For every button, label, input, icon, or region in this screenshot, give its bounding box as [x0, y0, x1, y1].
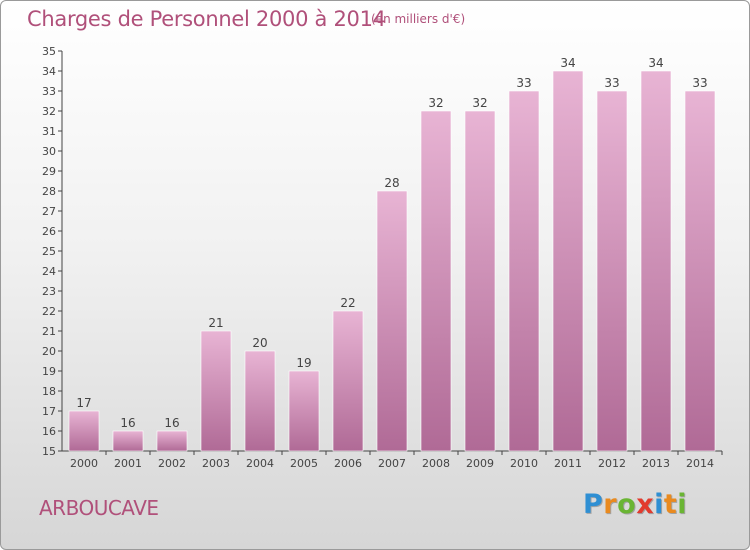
bar-2000	[68, 410, 100, 452]
x-tick-label: 2007	[378, 457, 406, 470]
data-label: 20	[252, 336, 267, 350]
chart-subtitle: (en milliers d'€)	[371, 12, 466, 26]
bar-2009	[464, 110, 496, 452]
logo-letter: o	[617, 489, 637, 520]
data-label: 32	[428, 96, 443, 110]
y-tick-label: 18	[42, 385, 56, 398]
y-tick-label: 29	[42, 165, 56, 178]
x-tick-label: 2003	[202, 457, 230, 470]
logo-letter: P	[583, 489, 604, 520]
logo-letter: r	[603, 489, 618, 520]
y-tick-label: 35	[42, 45, 56, 58]
bar-2013	[640, 70, 672, 452]
y-tick-label: 33	[42, 85, 56, 98]
y-tick-label: 15	[42, 445, 56, 458]
y-tick-label: 22	[42, 305, 56, 318]
bar-2003	[200, 330, 232, 452]
y-tick-label: 21	[42, 325, 56, 338]
bar-chart: 15 16 17 18 19 20 21 22 23 24 25 26 27 28 29 30 31 32 33 34…	[42, 45, 723, 470]
x-tick-label: 2001	[114, 457, 142, 470]
bar-2014	[684, 90, 716, 452]
data-label: 21	[208, 316, 223, 330]
commune-name: ARBOUCAVE	[39, 496, 159, 520]
bar-2001	[112, 430, 144, 452]
y-tick-label: 17	[42, 405, 56, 418]
x-tick-label: 2005	[290, 457, 318, 470]
chart-title: Charges de Personnel 2000 à 2014	[27, 7, 386, 31]
x-tick-label: 2006	[334, 457, 362, 470]
y-tick-label: 31	[42, 125, 56, 138]
logo-letter: t	[663, 489, 678, 520]
data-label: 22	[340, 296, 355, 310]
data-label: 34	[560, 56, 575, 70]
bar-2011	[552, 70, 584, 452]
y-tick-label: 16	[42, 425, 56, 438]
logo-letter: i	[677, 489, 688, 520]
bar-2010	[508, 90, 540, 452]
x-tick-label: 2000	[70, 457, 98, 470]
y-tick-label: 23	[42, 285, 56, 298]
logo-letter: i	[654, 489, 664, 520]
y-tick-label: 25	[42, 245, 56, 258]
y-tick-label: 20	[42, 345, 56, 358]
bar-2008	[420, 110, 452, 452]
y-tick-label: 19	[42, 365, 56, 378]
y-tick-label: 30	[42, 145, 56, 158]
x-tick-label: 2002	[158, 457, 186, 470]
x-tick-label: 2010	[510, 457, 538, 470]
x-tick-label: 2009	[466, 457, 494, 470]
data-label: 34	[648, 56, 663, 70]
bar-2012	[596, 90, 628, 452]
data-label: 33	[516, 76, 531, 90]
y-tick-label: 26	[42, 225, 56, 238]
logo-letter: x	[636, 489, 655, 520]
y-tick-label: 28	[42, 185, 56, 198]
x-tick-label: 2013	[642, 457, 670, 470]
data-label: 33	[604, 76, 619, 90]
x-tick-label: 2012	[598, 457, 626, 470]
bar-2002	[156, 430, 188, 452]
y-tick-label: 34	[42, 65, 56, 78]
y-tick-label: 24	[42, 265, 56, 278]
data-label: 33	[692, 76, 707, 90]
bar-2006	[332, 310, 364, 452]
data-label: 19	[296, 356, 311, 370]
data-label: 32	[472, 96, 487, 110]
x-tick-label: 2008	[422, 457, 450, 470]
bar-2004	[244, 350, 276, 452]
x-tick-label: 2014	[686, 457, 714, 470]
x-tick-label: 2004	[246, 457, 274, 470]
bar-2005	[288, 370, 320, 452]
x-tick-label: 2011	[554, 457, 582, 470]
y-tick-label: 32	[42, 105, 56, 118]
data-label: 28	[384, 176, 399, 190]
data-label: 17	[76, 396, 91, 410]
data-label: 16	[120, 416, 135, 430]
y-tick-label: 27	[42, 205, 56, 218]
proxiti-logo: Proxiti	[583, 489, 687, 520]
bar-2007	[376, 190, 408, 452]
data-label: 16	[164, 416, 179, 430]
